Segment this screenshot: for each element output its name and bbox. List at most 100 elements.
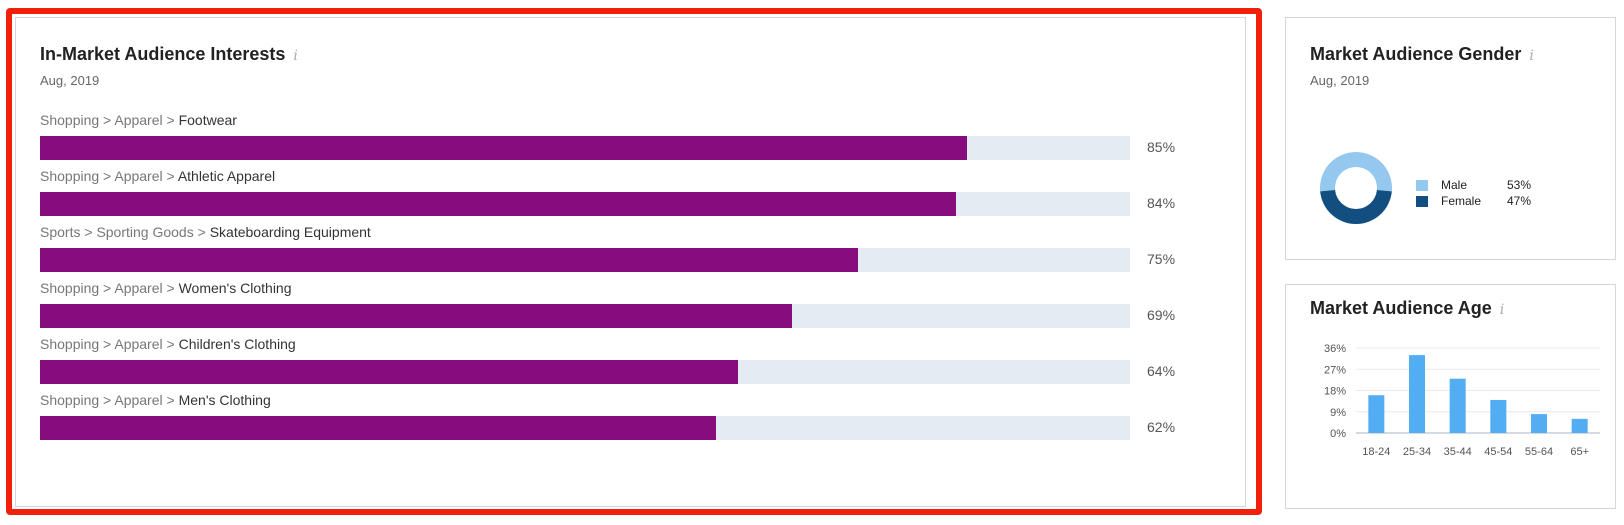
category-leaf: Women's Clothing	[178, 280, 292, 296]
legend-name: Female	[1441, 194, 1482, 208]
category-crumb: Shopping	[40, 392, 100, 408]
age-bar-65+[interactable]	[1571, 418, 1588, 433]
interest-bar-track	[40, 136, 1130, 160]
x-tick-label: 45-54	[1484, 446, 1512, 458]
x-tick-label: 55-64	[1525, 446, 1553, 458]
interest-percent: 69%	[1147, 307, 1176, 323]
crumb-separator: >	[99, 280, 115, 296]
y-tick-label: 18%	[1324, 386, 1346, 398]
category-crumb: Shopping	[40, 168, 100, 184]
category-crumb: Apparel	[114, 112, 163, 128]
gender-date: Aug, 2019	[1310, 73, 1370, 88]
category-crumb: Shopping	[40, 112, 100, 128]
interest-category-label: Sports > Sporting Goods > Skateboarding …	[40, 224, 371, 240]
interest-bar	[40, 304, 793, 328]
y-tick-label: 27%	[1324, 364, 1346, 376]
crumb-separator: >	[99, 112, 115, 128]
interest-bar-track	[40, 192, 1130, 216]
gender-card: Market Audience Gender i Aug, 2019 Male 53…	[1285, 17, 1616, 260]
interest-category-label: Shopping > Apparel > Women's Clothing	[40, 280, 292, 296]
interest-row: Shopping > Apparel > Women's Clothing 69%	[40, 280, 1220, 336]
legend-name: Male	[1441, 178, 1468, 192]
age-bar-55-64[interactable]	[1531, 414, 1547, 433]
interests-card: In-Market Audience Interests i Aug, 2019 …	[15, 17, 1246, 507]
age-card: Market Audience Age i 0% 9% 18% 27% 36% 18-24 2…	[1285, 284, 1616, 509]
age-bar-35-44[interactable]	[1449, 378, 1466, 433]
crumb-separator: >	[80, 224, 97, 240]
category-leaf: Children's Clothing	[178, 336, 296, 352]
category-crumb: Sporting Goods	[96, 224, 194, 240]
category-leaf: Athletic Apparel	[177, 168, 276, 184]
category-crumb: Apparel	[114, 280, 163, 296]
interest-bar	[40, 416, 716, 440]
interest-percent: 84%	[1147, 195, 1176, 211]
interest-bar	[40, 248, 858, 272]
interests-title: In-Market Audience Interests i	[40, 44, 298, 65]
info-icon[interactable]: i	[293, 48, 298, 64]
crumb-separator: >	[162, 336, 179, 352]
interest-percent: 64%	[1147, 363, 1176, 379]
age-title: Market Audience Age i	[1310, 298, 1504, 319]
crumb-separator: >	[99, 168, 115, 184]
interest-category-label: Shopping > Apparel > Athletic Apparel	[40, 168, 275, 184]
interest-percent: 75%	[1147, 251, 1176, 267]
info-icon[interactable]: i	[1529, 48, 1534, 64]
age-bar-chart: 0% 9% 18% 27% 36% 18-24 25-34 35-44 45-54 55-64 65…	[1324, 343, 1600, 458]
info-icon[interactable]: i	[1499, 302, 1505, 318]
crumb-separator: >	[99, 392, 115, 408]
age-bar-18-24[interactable]	[1368, 395, 1385, 433]
interest-row: Shopping > Apparel > Men's Clothing 62%	[40, 392, 1220, 448]
gender-title-text: Market Audience Gender	[1310, 44, 1522, 64]
interest-category-label: Shopping > Apparel > Children's Clothing	[40, 336, 296, 352]
age-bar-45-54[interactable]	[1490, 399, 1507, 433]
x-tick-label: 25-34	[1403, 446, 1431, 458]
legend-value: 53%	[1507, 178, 1532, 192]
legend-swatch	[1416, 180, 1428, 191]
interest-bar	[40, 192, 956, 216]
interest-bar-track	[40, 248, 1130, 272]
category-leaf: Skateboarding Equipment	[209, 224, 371, 240]
age-title-text: Market Audience Age	[1310, 298, 1492, 318]
crumb-separator: >	[162, 168, 178, 184]
interest-category-label: Shopping > Apparel > Footwear	[40, 112, 237, 128]
selection-highlight	[6, 8, 1262, 515]
donut-slice-female[interactable]	[1320, 189, 1392, 224]
interest-category-label: Shopping > Apparel > Men's Clothing	[40, 392, 271, 408]
crumb-separator: >	[99, 336, 115, 352]
interest-percent: 85%	[1147, 139, 1176, 155]
category-leaf: Footwear	[178, 112, 237, 128]
interest-bar-track	[40, 304, 1130, 328]
category-crumb: Shopping	[40, 336, 100, 352]
crumb-separator: >	[162, 392, 179, 408]
interests-title-text: In-Market Audience Interests	[40, 44, 286, 64]
interest-row: Shopping > Apparel > Children's Clothing…	[40, 336, 1220, 392]
category-crumb: Apparel	[114, 168, 163, 184]
y-tick-label: 0%	[1330, 428, 1346, 440]
donut-slice-male[interactable]	[1320, 152, 1392, 192]
x-tick-label: 35-44	[1444, 446, 1472, 458]
legend-value: 47%	[1507, 194, 1532, 208]
interest-bar-track	[40, 416, 1130, 440]
interest-percent: 62%	[1147, 419, 1176, 435]
gender-donut-chart	[1320, 152, 1392, 224]
category-leaf: Men's Clothing	[178, 392, 271, 408]
interests-date: Aug, 2019	[40, 73, 100, 88]
y-tick-label: 9%	[1330, 407, 1346, 419]
category-crumb: Sports	[40, 224, 81, 240]
category-crumb: Shopping	[40, 280, 100, 296]
interest-bar	[40, 360, 738, 384]
y-tick-label: 36%	[1324, 343, 1346, 355]
legend-swatch	[1416, 196, 1428, 207]
category-crumb: Apparel	[114, 392, 163, 408]
crumb-separator: >	[162, 280, 179, 296]
interest-row: Shopping > Apparel > Athletic Apparel 84%	[40, 168, 1220, 224]
x-tick-label: 18-24	[1362, 446, 1390, 458]
category-crumb: Apparel	[114, 336, 163, 352]
age-bar-25-34[interactable]	[1409, 355, 1425, 433]
interest-row: Shopping > Apparel > Footwear 85%	[40, 112, 1220, 168]
crumb-separator: >	[193, 224, 210, 240]
interest-bar-track	[40, 360, 1130, 384]
interest-bar	[40, 136, 967, 160]
gender-title: Market Audience Gender i	[1310, 44, 1534, 65]
interest-row: Sports > Sporting Goods > Skateboarding …	[40, 224, 1220, 280]
